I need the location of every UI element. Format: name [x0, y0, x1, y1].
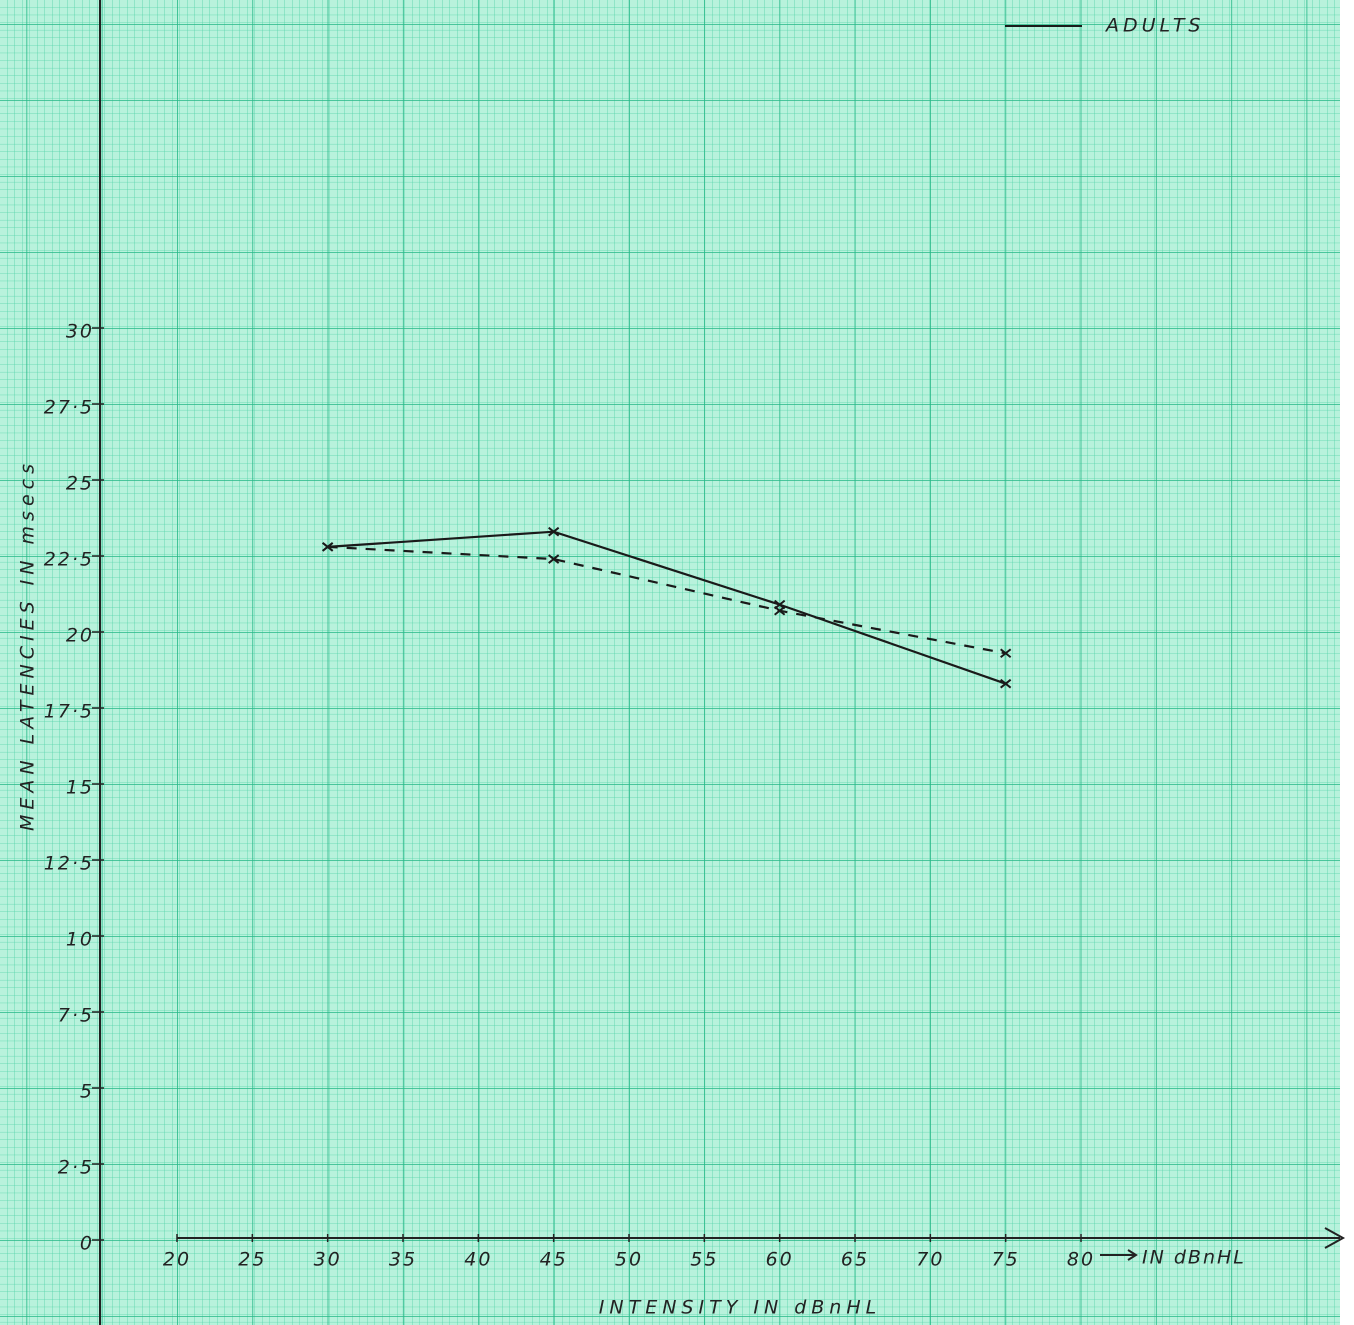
chart: IN dBnHL INTENSITY IN dBnHL MEAN LATENCI… [0, 0, 1354, 1325]
y-axis-label: MEAN LATENCIES IN msecs [17, 459, 39, 831]
y-tick-label: 10 [66, 929, 94, 951]
y-tick-label: 12·5 [44, 853, 94, 875]
y-tick-label: 15 [66, 777, 94, 799]
x-tick-label: 50 [615, 1249, 643, 1271]
y-tick-label: 30 [66, 321, 94, 343]
x-tick-label: 65 [841, 1249, 869, 1271]
x-tick-label: 55 [690, 1249, 718, 1271]
x-tick-label: 80 [1067, 1249, 1095, 1271]
y-tick-label: 0 [80, 1233, 94, 1255]
y-tick-label: 17·5 [44, 701, 94, 723]
graph-paper-major [0, 0, 1340, 1325]
x-tick-label: 25 [238, 1249, 266, 1271]
x-axis-label: INTENSITY IN dBnHL [599, 1297, 881, 1319]
page: IN dBnHL INTENSITY IN dBnHL MEAN LATENCI… [0, 0, 1354, 1325]
y-tick-label: 5 [80, 1081, 94, 1103]
x-tick-label: 20 [163, 1249, 191, 1271]
x-tick-label: 75 [992, 1249, 1020, 1271]
y-tick-label: 20 [66, 625, 94, 647]
y-tick-label: 25 [66, 473, 94, 495]
x-tick-label: 30 [314, 1249, 342, 1271]
x-tick-label: 40 [464, 1249, 492, 1271]
x-axis-annotation: IN dBnHL [1142, 1247, 1246, 1269]
y-tick-label: 27·5 [44, 397, 94, 419]
y-tick-label: 22·5 [44, 549, 94, 571]
legend-label: ADULTS [1104, 15, 1205, 37]
x-tick-label: 60 [766, 1249, 794, 1271]
x-tick-label: 70 [916, 1249, 944, 1271]
y-tick-label: 7·5 [58, 1005, 94, 1027]
x-tick-label: 35 [389, 1249, 417, 1271]
y-tick-label: 2·5 [58, 1157, 94, 1179]
x-tick-label: 45 [540, 1249, 568, 1271]
